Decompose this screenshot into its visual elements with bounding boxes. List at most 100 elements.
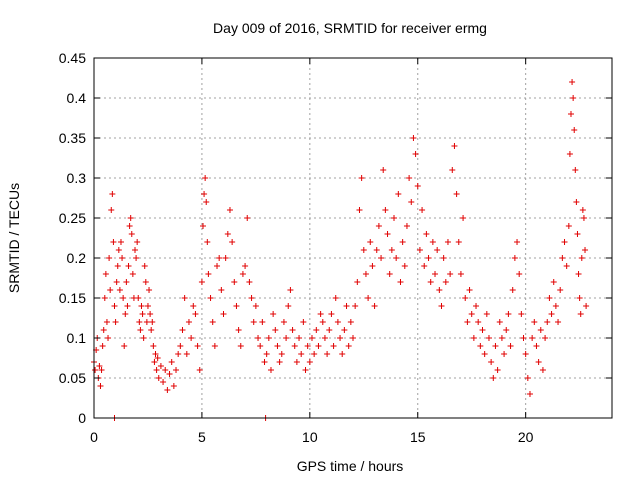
data-point <box>488 359 495 365</box>
data-point <box>166 371 173 377</box>
data-point <box>265 335 272 341</box>
data-point <box>380 167 387 173</box>
x-axis-label: GPS time / hours <box>297 458 404 474</box>
data-point <box>548 311 555 317</box>
data-point <box>276 359 283 365</box>
data-point <box>173 367 180 373</box>
data-point <box>304 343 311 349</box>
data-point <box>242 263 249 269</box>
data-point <box>477 343 484 349</box>
data-point <box>229 239 236 245</box>
data-point <box>416 247 423 253</box>
data-point <box>447 271 454 277</box>
data-point <box>473 303 480 309</box>
data-point <box>138 303 145 309</box>
data-point <box>140 335 147 341</box>
x-tick-label: 5 <box>198 429 206 445</box>
data-point <box>177 343 184 349</box>
data-point <box>378 255 385 261</box>
data-point <box>132 247 139 253</box>
data-point <box>274 343 281 349</box>
data-point <box>321 335 328 341</box>
data-point <box>347 319 354 325</box>
y-tick-label: 0.2 <box>67 250 87 266</box>
y-tick-label: 0.1 <box>67 330 87 346</box>
data-point <box>552 303 559 309</box>
data-point <box>280 319 287 325</box>
data-point <box>293 359 300 365</box>
data-point <box>128 231 135 237</box>
data-point <box>252 303 259 309</box>
data-point <box>291 343 298 349</box>
data-point <box>332 295 339 301</box>
data-point <box>375 223 382 229</box>
data-point <box>580 215 587 221</box>
data-point <box>196 367 203 373</box>
data-point <box>464 319 471 325</box>
data-point <box>203 199 210 205</box>
data-point <box>263 351 270 357</box>
data-point <box>123 279 130 285</box>
y-tick-label: 0 <box>78 410 86 426</box>
data-point <box>453 191 460 197</box>
data-point <box>198 279 205 285</box>
data-point <box>423 231 430 237</box>
data-point <box>501 351 508 357</box>
data-point <box>535 359 542 365</box>
data-point <box>147 311 154 317</box>
data-point <box>324 351 331 357</box>
data-point <box>574 231 581 237</box>
data-point <box>518 311 525 317</box>
data-point <box>326 327 333 333</box>
data-point <box>360 247 367 253</box>
data-point <box>146 287 153 293</box>
data-point <box>122 311 129 317</box>
y-tick-label: 0.25 <box>59 210 86 226</box>
data-point <box>239 271 246 277</box>
data-point <box>153 367 160 373</box>
data-point <box>539 367 546 373</box>
data-point <box>436 287 443 293</box>
data-point <box>451 143 458 149</box>
data-point <box>183 351 190 357</box>
data-point <box>457 271 464 277</box>
data-point <box>168 359 175 365</box>
data-point <box>432 271 439 277</box>
x-tick-label: 0 <box>90 429 98 445</box>
data-point <box>350 335 356 341</box>
data-point <box>440 255 447 261</box>
data-point <box>529 335 536 341</box>
data-point <box>99 343 106 349</box>
y-tick-label: 0.3 <box>67 170 87 186</box>
data-point <box>516 271 523 277</box>
data-point <box>573 199 580 205</box>
data-point <box>105 335 112 341</box>
data-point <box>546 295 553 301</box>
data-point <box>97 383 104 389</box>
data-point <box>373 247 380 253</box>
data-point <box>216 255 223 261</box>
data-point <box>211 343 218 349</box>
data-points <box>91 79 590 421</box>
data-point <box>520 335 527 341</box>
data-point <box>582 247 589 253</box>
data-point <box>116 287 123 293</box>
data-point <box>522 351 529 357</box>
data-point <box>557 287 564 293</box>
data-point <box>494 367 501 373</box>
data-point <box>559 255 566 261</box>
data-point <box>462 295 469 301</box>
data-point <box>114 263 121 269</box>
data-point <box>111 303 118 309</box>
data-point <box>313 327 320 333</box>
data-point <box>577 311 584 317</box>
data-point <box>283 335 290 341</box>
data-point <box>561 239 568 245</box>
data-point <box>218 287 225 293</box>
data-point <box>188 335 195 341</box>
data-point <box>563 263 570 269</box>
y-tick-label: 0.35 <box>59 130 86 146</box>
data-point <box>490 375 497 381</box>
data-point <box>267 367 274 373</box>
data-point <box>544 319 551 325</box>
